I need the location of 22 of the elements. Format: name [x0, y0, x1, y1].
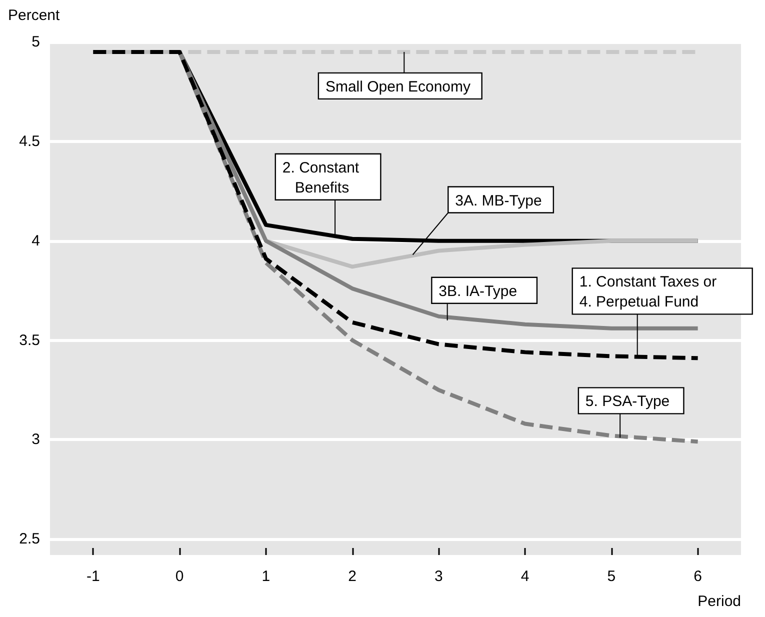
y-tick-label: 3 [32, 431, 40, 448]
x-tick-label: 2 [348, 568, 356, 585]
y-axis-title: Percent [8, 7, 61, 24]
y-tick-label: 4.5 [19, 132, 40, 150]
x-tick-label: 3 [434, 568, 443, 585]
annotation: 1. Constant Taxes or 4. Perpetual Fund [579, 274, 717, 311]
x-tick-label: 4 [520, 568, 530, 585]
y-tick-label: 5 [32, 34, 40, 50]
x-tick-label: 1 [262, 568, 270, 585]
annotation: 3A. MB-Type [455, 192, 542, 210]
x-tick-label: -1 [86, 568, 100, 585]
x-tick-label: 5 [607, 568, 616, 585]
y-tick-label: 3.5 [19, 332, 40, 349]
annotation: 3B. IA-Type [438, 282, 518, 300]
x-axis-title: Period [698, 593, 741, 610]
x-tick-label: 6 [694, 568, 702, 585]
y-tick-label: 4 [32, 232, 40, 250]
y-tick-label: 2.5 [19, 530, 40, 548]
x-tick-label: 0 [175, 568, 184, 585]
annotation: 2. Constant Benefits [282, 159, 360, 196]
annotation: Small Open Economy [325, 78, 471, 96]
annotation: 5. PSA-Type [585, 393, 670, 410]
